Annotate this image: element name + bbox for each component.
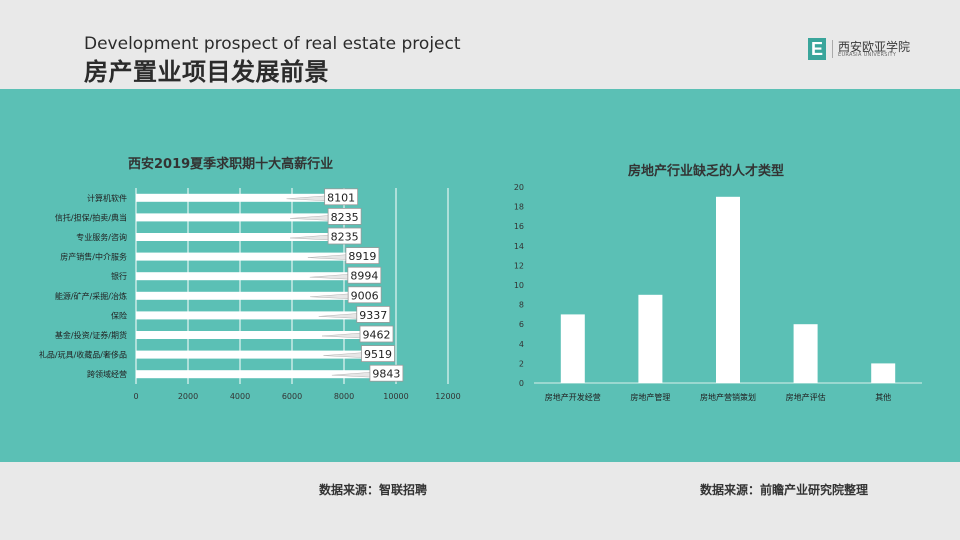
chart-left-title: 西安2019夏季求职期十大高薪行业: [128, 157, 334, 172]
tick-label-y: 6: [519, 320, 524, 329]
bar: [136, 193, 347, 202]
data-label-box: [369, 364, 404, 382]
category-label: 房产销售/中介服务: [60, 252, 127, 262]
bar: [136, 350, 384, 359]
tick-label-y: 14: [514, 242, 524, 251]
source-left: 数据来源：智联招聘: [319, 483, 428, 497]
bar: [136, 233, 351, 241]
data-label: 8235: [331, 211, 359, 224]
data-label: 9337: [359, 309, 387, 322]
data-label-box: [347, 266, 382, 284]
chart-right-title: 房地产行业缺乏的人才类型: [628, 164, 785, 179]
category-label: 房地产营销策划: [700, 392, 756, 402]
data-label: 8101: [327, 191, 355, 204]
tick-label-y: 4: [519, 340, 524, 349]
category-label: 跨领域经营: [87, 369, 127, 379]
tick-label-y: 12: [514, 261, 524, 270]
data-label-box: [327, 227, 362, 245]
bar: [716, 196, 740, 383]
tick-label-x: 8000: [334, 392, 354, 401]
logo-divider: [832, 40, 833, 58]
category-label: 计算机软件: [87, 193, 127, 203]
tick-label-x: 2000: [178, 392, 198, 401]
category-label: 银行: [111, 271, 127, 281]
bar: [638, 294, 663, 383]
category-label: 房地产管理: [630, 392, 670, 402]
logo-subtitle: EURASIA UNIVERSITY: [838, 52, 897, 58]
category-label: 专业服务/咨询: [76, 232, 127, 242]
data-label-box: [356, 305, 391, 323]
page-title: 房产置业项目发展前景: [84, 58, 329, 86]
data-label: 9519: [364, 348, 392, 361]
tick-label-x: 12000: [435, 392, 460, 401]
tick-label-y: 20: [514, 183, 524, 192]
data-label-box: [327, 207, 362, 225]
tick-label-y: 8: [519, 301, 524, 310]
data-label: 9462: [363, 329, 391, 342]
tick-label-x: 6000: [282, 392, 302, 401]
page-subtitle-en: Development prospect of real estate proj…: [84, 34, 461, 54]
tick-label-y: 0: [519, 379, 524, 388]
bar: [560, 314, 585, 383]
logo-mark-icon: E: [808, 38, 826, 60]
tick-label-y: 10: [514, 281, 524, 290]
bar: [136, 291, 371, 300]
category-label: 信托/担保/拍卖/典当: [55, 212, 127, 222]
tick-label-x: 0: [133, 392, 138, 401]
data-label: 9006: [351, 289, 379, 302]
bar: [136, 252, 368, 261]
tick-label-y: 2: [519, 359, 524, 368]
category-label: 房地产评估: [786, 392, 826, 402]
category-label: 保险: [111, 310, 127, 320]
category-label: 能源/矿产/采掘/冶炼: [55, 291, 127, 301]
tick-label-y: 18: [514, 203, 524, 212]
bar: [136, 213, 351, 222]
data-label: 8235: [331, 231, 359, 244]
category-label: 基金/投资/证券/期货: [55, 330, 127, 340]
bar: [136, 370, 392, 379]
data-label: 8994: [350, 270, 378, 283]
tick-label-x: 10000: [383, 392, 408, 401]
bar: [136, 311, 379, 320]
data-label: 8919: [348, 250, 376, 263]
tick-label-x: 4000: [230, 392, 250, 401]
category-label: 礼品/玩具/收藏品/奢侈品: [39, 350, 127, 360]
tick-label-y: 16: [514, 222, 524, 231]
category-label: 其他: [875, 392, 891, 402]
source-right: 数据来源：前瞻产业研究院整理: [700, 483, 869, 497]
bar: [136, 331, 383, 339]
logo-name: 西安欧亚学院: [838, 40, 911, 54]
data-label: 9843: [372, 368, 400, 381]
bar: [871, 363, 896, 383]
bar: [793, 324, 818, 383]
data-label-box: [347, 286, 382, 304]
data-label-box: [359, 325, 394, 343]
data-label-box: [361, 345, 395, 363]
data-label-box: [324, 188, 359, 206]
category-label: 房地产开发经营: [545, 392, 601, 402]
university-logo: E 西安欧亚学院 EURASIA UNIVERSITY: [808, 38, 928, 60]
bar: [136, 272, 370, 281]
data-label-box: [345, 247, 380, 265]
